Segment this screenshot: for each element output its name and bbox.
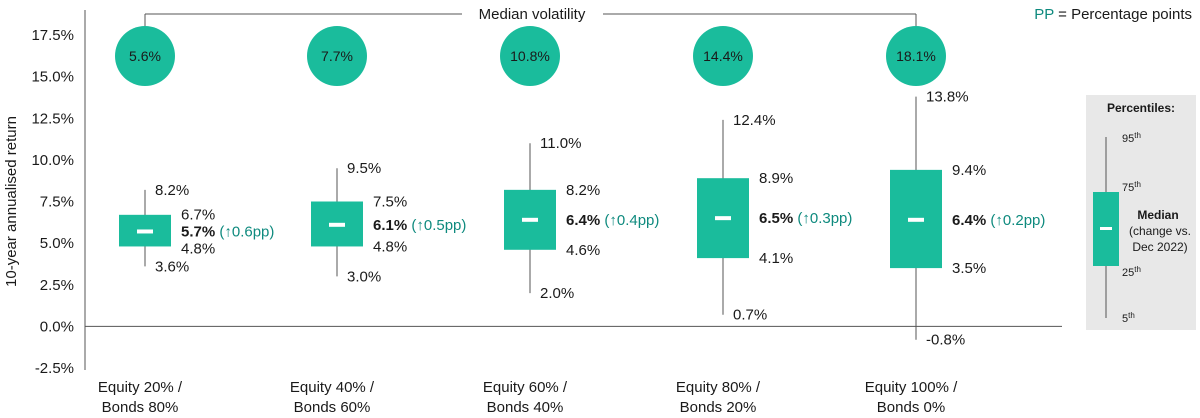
median-volatility-label: Median volatility — [479, 6, 586, 23]
median-mark — [715, 216, 731, 221]
box-group-2: 7.7% 9.5% 3.0% 7.5% 4.8% 6.1% (↑0.5pp) Equity … — [290, 26, 466, 416]
box-group-5: 18.1% 13.8% -0.8% 9.4% 3.5% 6.4% (↑0.2pp) Equi… — [865, 26, 1045, 416]
y-tick-label: 15.0% — [31, 69, 74, 86]
percentile-number: 5 — [1122, 313, 1128, 325]
y-tick-label: 2.5% — [40, 277, 74, 294]
pp-abbr: PP — [1034, 6, 1054, 23]
median-value: 6.4% — [566, 212, 604, 229]
percentile-suffix: th — [1134, 265, 1141, 274]
median-label: 6.4% (↑0.4pp) — [566, 212, 659, 229]
p75-label: 7.5% — [373, 194, 407, 211]
legend-median-label: Median — [1137, 208, 1178, 222]
y-tick-label: 10.0% — [31, 152, 74, 169]
box-group-4: 14.4% 12.4% 0.7% 8.9% 4.1% 6.5% (↑0.3pp) Equit… — [676, 26, 852, 416]
y-tick-label: 5.0% — [40, 235, 74, 252]
category-label-line1: Equity 20% / — [98, 379, 183, 396]
median-label: 5.7% (↑0.6pp) — [181, 223, 274, 240]
p75-label: 8.9% — [759, 170, 793, 187]
median-mark — [329, 222, 345, 227]
percentile-number: 25 — [1122, 267, 1134, 279]
median-label: 6.5% (↑0.3pp) — [759, 210, 852, 227]
category-label-line2: Bonds 40% — [487, 399, 564, 416]
p25-label: 4.8% — [181, 240, 215, 257]
p95-label: 8.2% — [155, 182, 189, 199]
p75-label: 6.7% — [181, 206, 215, 223]
p25-label: 4.1% — [759, 250, 793, 267]
p5-label: 2.0% — [540, 285, 574, 302]
y-tick-label: -2.5% — [35, 360, 74, 377]
box-group-3: 10.8% 11.0% 2.0% 8.2% 4.6% 6.4% (↑0.4pp) Equit… — [483, 26, 659, 416]
legend-median-line2: (change vs. — [1129, 224, 1191, 238]
p75-label: 9.4% — [952, 162, 986, 179]
percentile-suffix: th — [1128, 311, 1135, 320]
median-change: (↑0.5pp) — [411, 217, 466, 234]
y-tick-label: 0.0% — [40, 318, 74, 335]
legend-p5: 5th — [1122, 311, 1135, 325]
percentile-number: 75 — [1122, 182, 1134, 194]
median-change: (↑0.4pp) — [604, 212, 659, 229]
volatility-bubble — [886, 26, 946, 86]
legend-p75: 75th — [1122, 180, 1141, 194]
percentile-suffix: th — [1134, 131, 1141, 140]
legend-p25: 25th — [1122, 265, 1141, 279]
category-label-line1: Equity 40% / — [290, 379, 375, 396]
p95-label: 12.4% — [733, 112, 776, 129]
median-label: 6.4% (↑0.2pp) — [952, 212, 1045, 229]
p25-label: 3.5% — [952, 260, 986, 277]
y-tick-label: 12.5% — [31, 110, 74, 127]
median-label: 6.1% (↑0.5pp) — [373, 217, 466, 234]
median-value: 6.1% — [373, 217, 411, 234]
category-label-line1: Equity 80% / — [676, 379, 761, 396]
median-value: 6.4% — [952, 212, 990, 229]
legend-median-line3: Dec 2022) — [1132, 240, 1187, 254]
median-mark — [522, 217, 538, 222]
median-change: (↑0.3pp) — [797, 210, 852, 227]
volatility-value: 18.1% — [896, 48, 936, 64]
p95-label: 13.8% — [926, 89, 969, 106]
p25-label: 4.6% — [566, 242, 600, 259]
category-label-line1: Equity 100% / — [865, 379, 958, 396]
percentile-suffix: th — [1134, 180, 1141, 189]
category-label-line2: Bonds 0% — [877, 399, 945, 416]
p75-label: 8.2% — [566, 182, 600, 199]
category-label-line1: Equity 60% / — [483, 379, 568, 396]
p5-label: -0.8% — [926, 332, 965, 349]
median-change: (↑0.6pp) — [219, 223, 274, 240]
box-group-1: 5.6% 8.2% 3.6% 6.7% 4.8%5.7% (↑0.6pp) Equity … — [98, 26, 274, 416]
legend-title: Percentiles: — [1107, 101, 1175, 115]
category-label-line2: Bonds 60% — [294, 399, 371, 416]
median-value: 5.7% — [181, 223, 219, 240]
y-tick-label: 7.5% — [40, 194, 74, 211]
category-label-line2: Bonds 80% — [102, 399, 179, 416]
median-change: (↑0.2pp) — [990, 212, 1045, 229]
volatility-bubble — [115, 26, 175, 86]
p25-label: 4.8% — [373, 238, 407, 255]
legend-median-mark — [1100, 227, 1112, 230]
p95-label: 9.5% — [347, 160, 381, 177]
category-label-line2: Bonds 20% — [680, 399, 757, 416]
p5-label: 3.0% — [347, 268, 381, 285]
median-mark — [137, 229, 153, 234]
volatility-bubble — [307, 26, 367, 86]
y-axis-title: 10-year annualised return — [3, 116, 20, 287]
p5-label: 0.7% — [733, 307, 767, 324]
y-tick-label: 17.5% — [31, 27, 74, 44]
p95-label: 11.0% — [540, 135, 581, 152]
percentile-number: 95 — [1122, 133, 1134, 145]
pp-note: PP = Percentage points — [1034, 6, 1192, 23]
volatility-value: 14.4% — [703, 48, 743, 64]
median-mark — [908, 217, 924, 222]
median-value: 6.5% — [759, 210, 797, 227]
volatility-value: 7.7% — [321, 48, 353, 64]
volatility-value: 10.8% — [510, 48, 550, 64]
volatility-value: 5.6% — [129, 48, 161, 64]
pp-text: = Percentage points — [1054, 6, 1192, 23]
volatility-bubble — [500, 26, 560, 86]
legend-p95: 95th — [1122, 131, 1141, 145]
p5-label: 3.6% — [155, 258, 189, 275]
volatility-bubble — [693, 26, 753, 86]
